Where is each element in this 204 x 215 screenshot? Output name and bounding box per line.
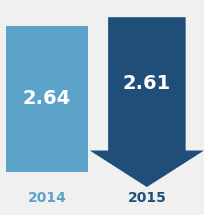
- FancyBboxPatch shape: [6, 26, 88, 172]
- Text: 2.61: 2.61: [123, 74, 171, 93]
- Polygon shape: [90, 17, 204, 187]
- Text: 2014: 2014: [28, 191, 66, 205]
- Text: 2015: 2015: [128, 191, 166, 205]
- Text: 2.64: 2.64: [23, 89, 71, 108]
